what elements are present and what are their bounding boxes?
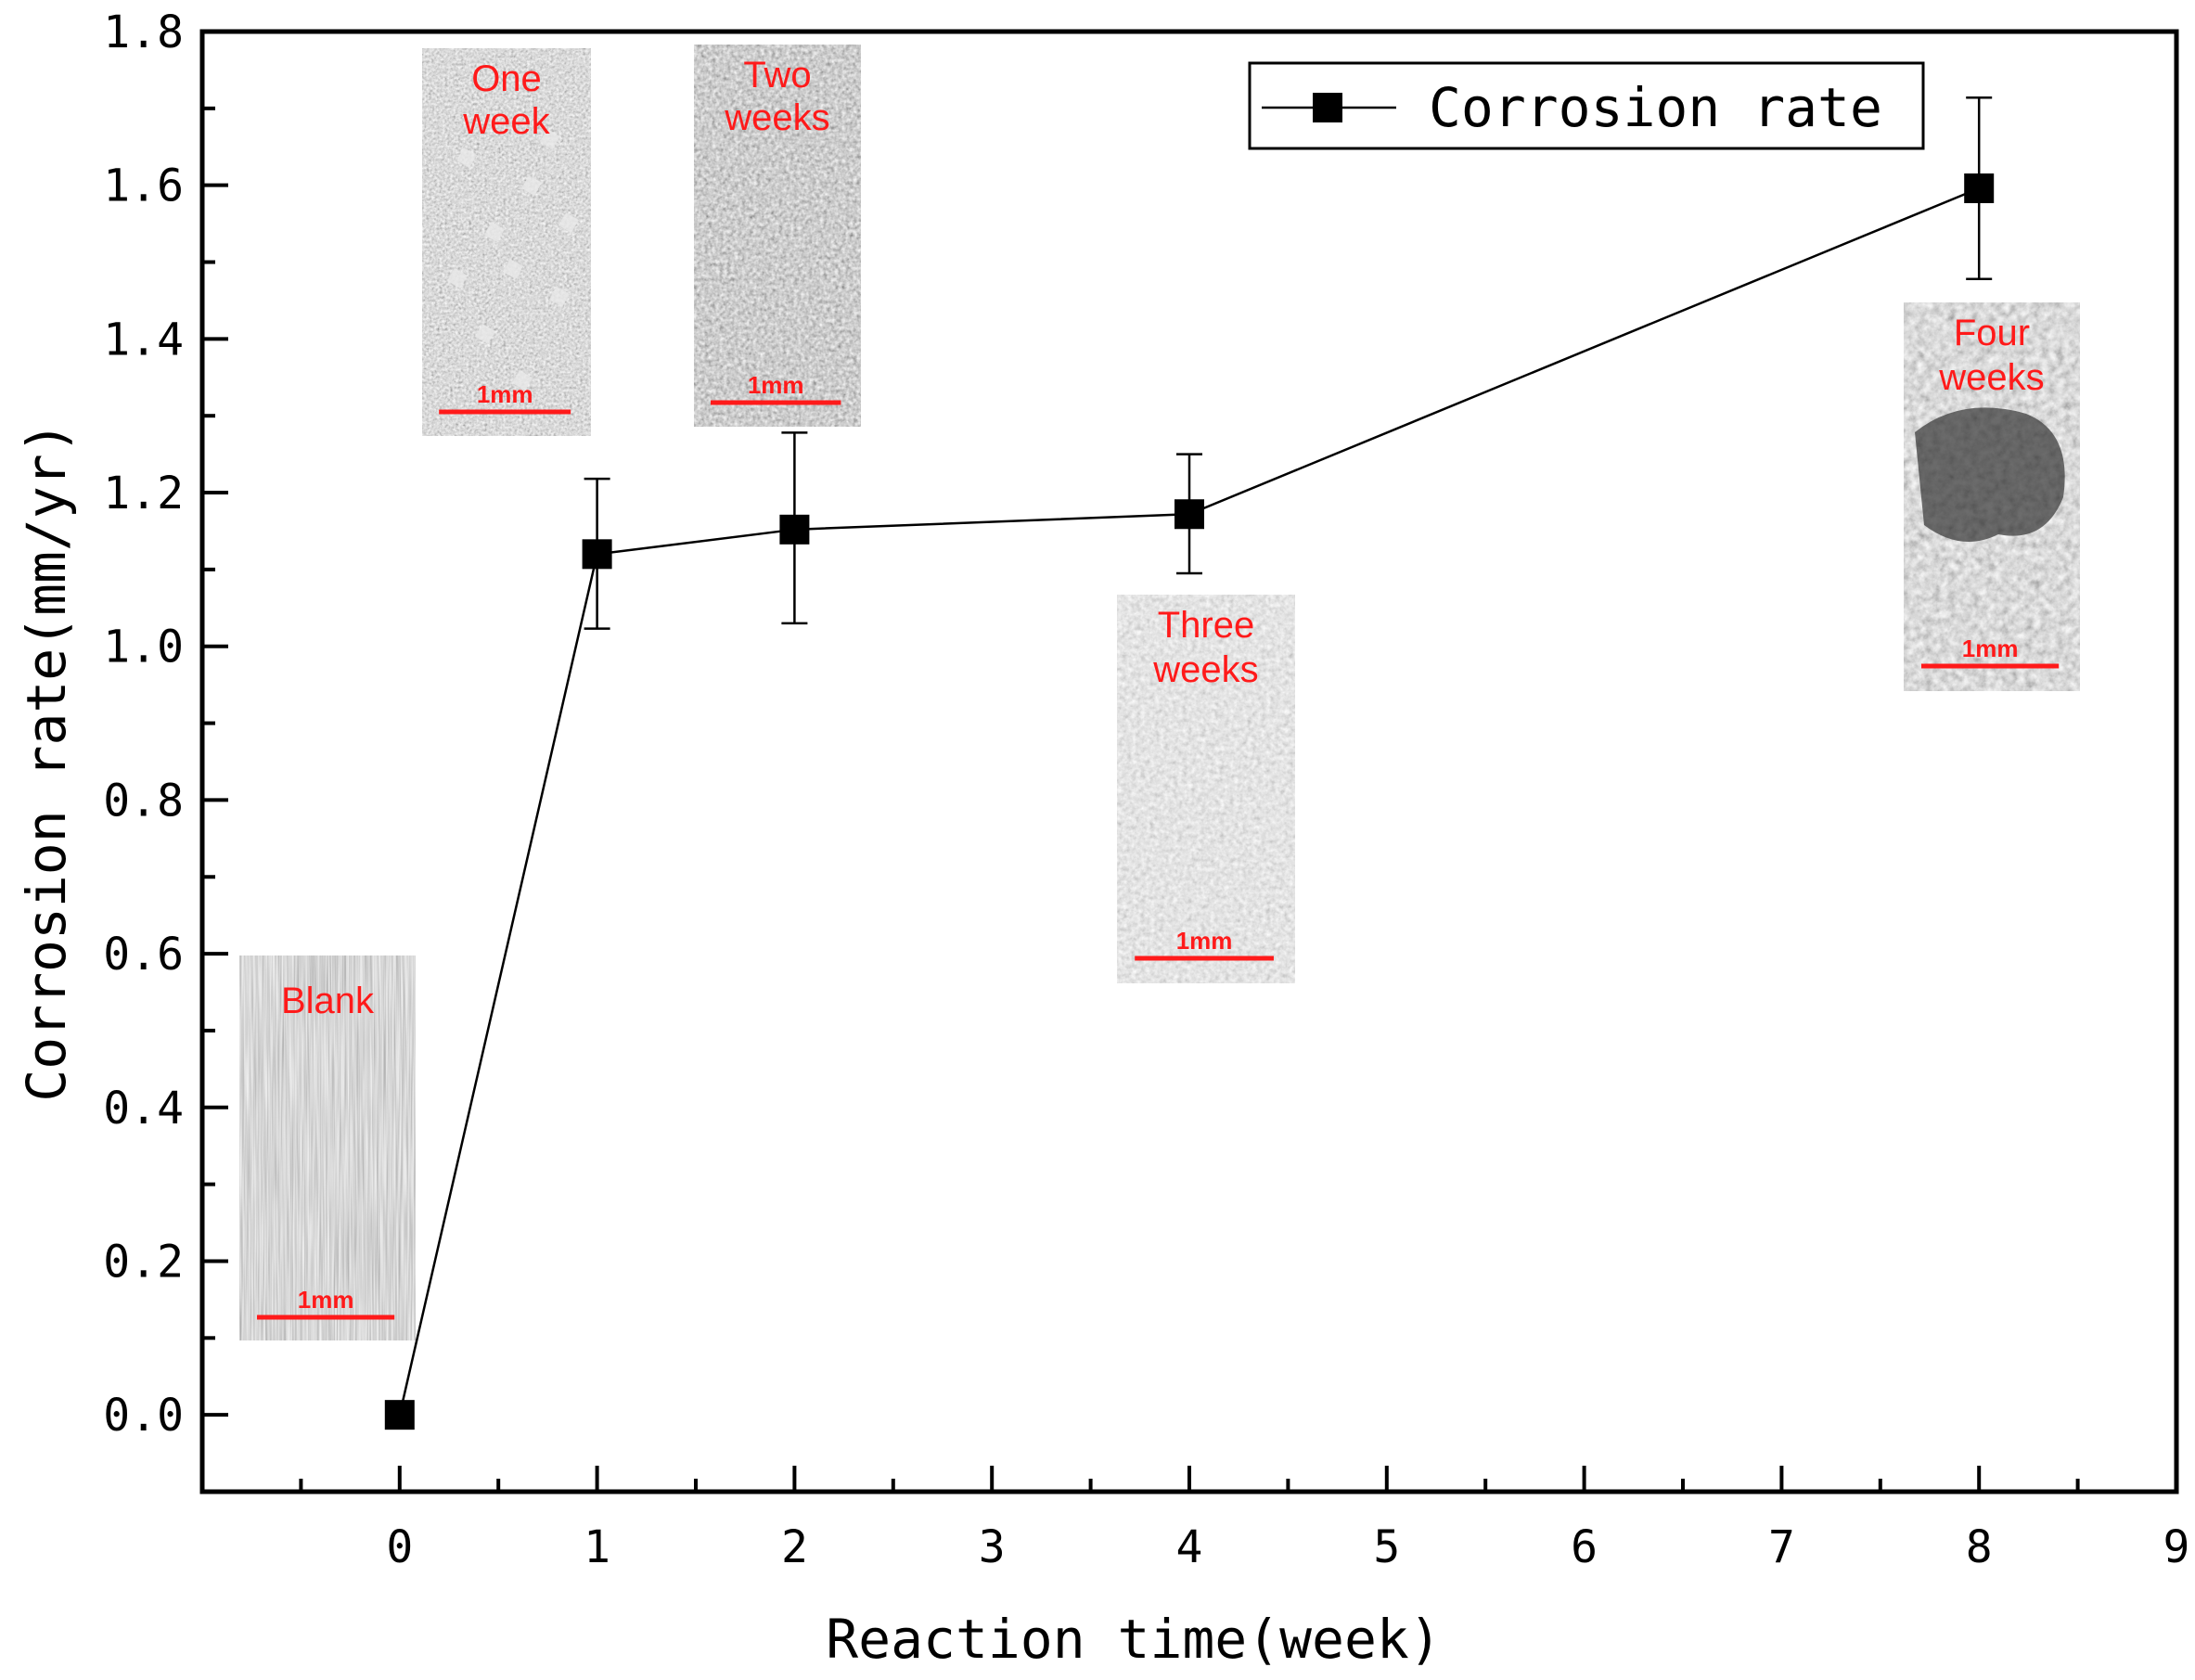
crystal-mark xyxy=(549,287,570,307)
x-tick-label: 4 xyxy=(1176,1521,1203,1573)
y-tick-label: 1.6 xyxy=(103,160,184,212)
crystal-mark xyxy=(447,268,468,289)
inset-blank: Blank 1mm xyxy=(239,955,416,1340)
legend: Corrosion rate xyxy=(1248,61,1925,150)
inset-images: Blank1mmOneweek1mmTwoweeks1mmThreeweeks1… xyxy=(239,45,2080,1340)
inset-label: Two xyxy=(743,55,811,96)
inset-label: Four xyxy=(1954,313,2030,353)
scale-bar-label: 1mm xyxy=(298,1286,354,1314)
y-tick-label: 1.2 xyxy=(103,468,184,519)
x-axis-title: Reaction time(week) xyxy=(826,1608,1441,1671)
y-tick-label: 0.4 xyxy=(103,1083,184,1135)
inset-label: weeks xyxy=(1152,649,1258,690)
y-tick-label: 1.4 xyxy=(103,314,184,365)
crystal-mark xyxy=(512,370,533,391)
series-corrosion-rate xyxy=(384,96,1995,1430)
crystal-mark xyxy=(456,147,477,168)
x-tick-label: 3 xyxy=(979,1521,1006,1573)
y-axis: 0.0 0.2 0.4 0.6 0.8 1.0 1.2 1.4 1.6 1.8 xyxy=(103,6,228,1494)
inset-label: One xyxy=(471,58,542,99)
x-axis: 0 1 2 3 4 5 6 7 8 9 xyxy=(299,1466,2190,1573)
y-axis-title: Corrosion rate(mm/yr) xyxy=(15,421,78,1101)
inset-label: week xyxy=(462,101,550,142)
scale-bar-label: 1mm xyxy=(1176,927,1233,955)
data-point xyxy=(779,514,810,545)
legend-label: Corrosion rate xyxy=(1429,76,1882,139)
data-point xyxy=(1175,499,1204,530)
crystal-mark xyxy=(503,259,523,279)
y-tick-label: 0.2 xyxy=(103,1236,184,1288)
inset-label: Blank xyxy=(281,981,375,1021)
x-tick-label: 8 xyxy=(1966,1521,1993,1573)
legend-box xyxy=(1248,61,1925,150)
y-tick-label: 0.6 xyxy=(103,929,184,981)
x-tick-label: 9 xyxy=(2163,1521,2190,1573)
crystal-mark xyxy=(521,175,542,196)
inset-label: weeks xyxy=(724,97,829,138)
y-tick-label: 0.0 xyxy=(103,1390,184,1442)
y-tick-label: 1.8 xyxy=(103,6,184,58)
x-tick-label: 1 xyxy=(584,1521,610,1573)
x-tick-label: 2 xyxy=(781,1521,808,1573)
pit-mark xyxy=(1915,407,2065,542)
x-tick-label: 5 xyxy=(1373,1521,1400,1573)
inset-micrograph-image xyxy=(422,48,591,436)
data-point xyxy=(384,1400,415,1430)
crystal-mark xyxy=(540,129,560,149)
inset-micrograph-image xyxy=(1117,595,1295,983)
x-tick-label: 0 xyxy=(386,1521,413,1573)
data-point xyxy=(1964,173,1995,203)
scale-bar-label: 1mm xyxy=(477,380,533,408)
crystal-mark xyxy=(558,212,579,233)
inset-label: weeks xyxy=(1938,357,2044,398)
inset-label: Three xyxy=(1158,605,1255,646)
inset-micrograph-image xyxy=(239,955,416,1340)
data-point xyxy=(582,539,612,570)
legend-marker-square xyxy=(1313,93,1342,122)
y-tick-label: 1.0 xyxy=(103,622,184,673)
crystal-mark xyxy=(484,222,505,242)
scale-bar-label: 1mm xyxy=(748,371,804,399)
y-tick-label: 0.8 xyxy=(103,775,184,827)
x-tick-label: 7 xyxy=(1768,1521,1795,1573)
inset-micrograph-image xyxy=(694,45,861,427)
x-tick-label: 6 xyxy=(1571,1521,1598,1573)
scale-bar-label: 1mm xyxy=(1962,635,2019,662)
crystal-mark xyxy=(475,324,495,344)
